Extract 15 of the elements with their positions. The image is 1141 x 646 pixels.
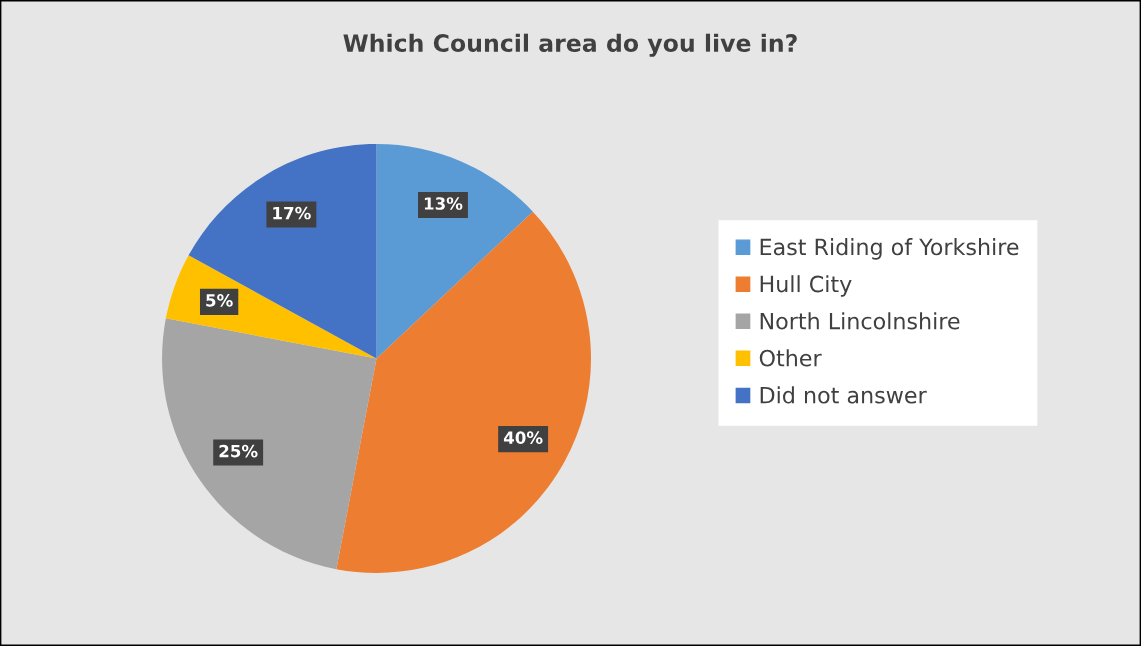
pie-slice (336, 211, 591, 573)
data-label: 5% (206, 294, 233, 307)
pie-slice (376, 144, 533, 359)
chart-title: Which Council area do you live in? (343, 33, 797, 57)
data-label: 13% (424, 197, 463, 210)
data-label: 40% (503, 431, 543, 444)
legend-label: Hull City (760, 275, 852, 297)
legend-label: North Lincolnshire (760, 312, 960, 330)
pie-slice (188, 144, 377, 359)
pie-slice (162, 318, 377, 570)
data-label: 17% (273, 206, 311, 220)
legend-label: Other (759, 349, 822, 367)
data-label: 25% (219, 444, 258, 458)
legend-label: Did not answer (760, 386, 927, 404)
legend-label: East Riding of Yorkshire (760, 238, 1019, 260)
